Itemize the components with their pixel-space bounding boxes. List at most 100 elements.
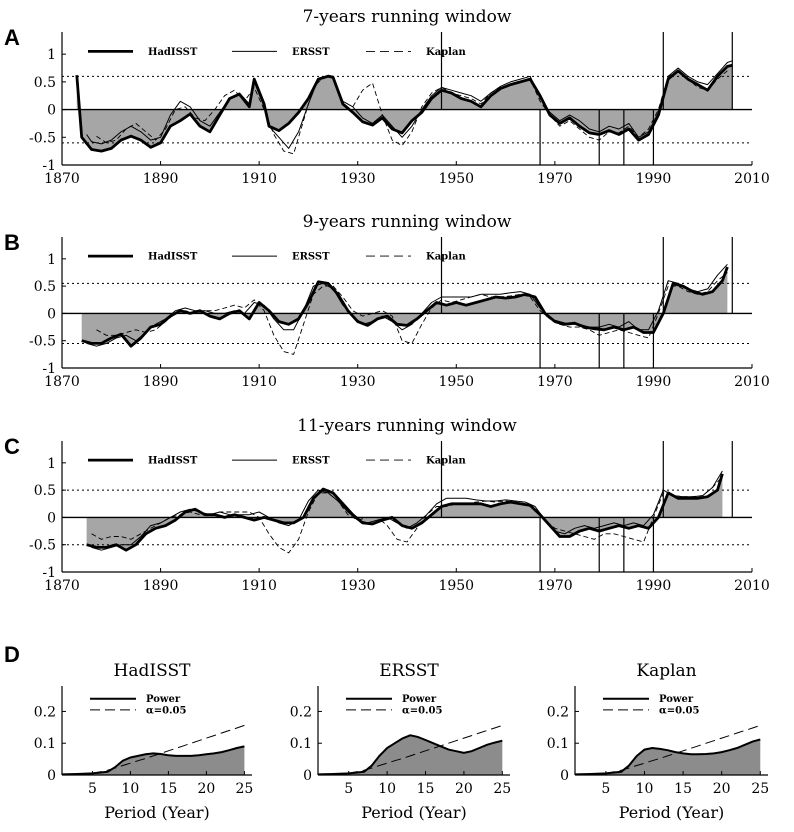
y-tick-label: 0.5	[34, 75, 56, 91]
y-tick-label: -1	[42, 565, 56, 581]
panel-title: 9-years running window	[303, 212, 512, 232]
legend-label: HadISST	[148, 456, 198, 467]
legend-label: Power	[402, 694, 437, 705]
y-tick-label: 1	[47, 47, 56, 63]
x-tick-label: 2010	[734, 578, 770, 594]
y-tick-label: 0	[303, 768, 312, 784]
significance-line	[318, 724, 503, 776]
x-tick-label: 1990	[636, 578, 672, 594]
y-tick-label: -1	[42, 361, 56, 377]
power-area	[318, 735, 503, 775]
x-tick-label: 1870	[44, 171, 80, 187]
series-line-kaplan	[91, 476, 723, 554]
y-tick-label: 0	[47, 103, 56, 119]
legend-label: HadISST	[148, 47, 198, 58]
x-tick-label: 5	[344, 781, 353, 797]
x-tick-label: 1910	[241, 374, 277, 390]
panel-label: A	[4, 25, 20, 50]
series-line-hadisst	[86, 473, 724, 552]
x-axis-label: Period (Year)	[361, 803, 467, 822]
y-tick-label: 0.5	[34, 483, 56, 499]
power-area	[62, 746, 245, 775]
x-tick-label: 1950	[438, 171, 474, 187]
x-tick-label: 1910	[241, 578, 277, 594]
x-tick-label: 15	[674, 781, 692, 797]
power-area	[575, 739, 761, 775]
spectrum-title: ERSST	[379, 661, 439, 681]
legend-label: Power	[146, 694, 181, 705]
x-tick-label: 1990	[636, 374, 672, 390]
x-tick-label: 1930	[340, 374, 376, 390]
x-tick-label: 25	[751, 781, 769, 797]
x-tick-label: 2010	[734, 374, 770, 390]
spectrum-title: Kaplan	[636, 661, 696, 681]
x-tick-label: 15	[159, 781, 177, 797]
x-tick-label: 1890	[143, 171, 179, 187]
legend-label: HadISST	[148, 252, 198, 263]
spectrum-panel-kaplan: Kaplan 0.2 0.1 0 5 10 15 20 25 Period (Year) Power…	[547, 661, 769, 822]
legend-label: ERSST	[292, 252, 330, 263]
series-line-hadisst	[75, 63, 733, 153]
y-tick-label: -0.5	[29, 130, 56, 146]
x-tick-label: 25	[235, 781, 253, 797]
x-tick-label: 1890	[143, 374, 179, 390]
y-tick-label: 1	[47, 252, 56, 268]
spectrum-panel-ersst: ERSST 0.2 0.1 0 5 10 15 20 25 Period (Year) Powerα…	[290, 661, 511, 822]
series-line-kaplan	[352, 70, 728, 147]
panel-label: B	[4, 230, 20, 255]
series-line-kaplan	[96, 75, 334, 155]
series-line-hadisst	[81, 266, 729, 348]
x-tick-label: 1890	[143, 578, 179, 594]
x-tick-label: 1970	[537, 578, 573, 594]
x-tick-label: 15	[417, 781, 435, 797]
series-line-ersst	[86, 263, 728, 347]
x-tick-label: 10	[378, 781, 396, 797]
x-tick-label: 1970	[537, 374, 573, 390]
x-tick-label: 1950	[438, 374, 474, 390]
x-axis-label: Period (Year)	[104, 803, 210, 822]
x-tick-label: 10	[121, 781, 139, 797]
panel-label: C	[4, 434, 20, 459]
x-tick-label: 20	[713, 781, 731, 797]
y-tick-label: 0	[560, 768, 569, 784]
legend-label: ERSST	[292, 47, 330, 58]
x-tick-label: 1930	[340, 578, 376, 594]
legend-label: Kaplan	[426, 47, 466, 58]
y-tick-label: 1	[47, 456, 56, 472]
x-tick-label: 1910	[241, 171, 277, 187]
y-tick-label: 0.2	[290, 704, 312, 720]
panel-title: 7-years running window	[303, 7, 512, 27]
x-tick-label: 1930	[340, 171, 376, 187]
y-tick-label: 0.1	[547, 736, 569, 752]
legend-label: ERSST	[292, 456, 330, 467]
y-tick-label: 0.1	[34, 736, 56, 752]
y-tick-label: 0.5	[34, 279, 56, 295]
x-tick-label: 25	[493, 781, 511, 797]
x-tick-label: 1970	[537, 171, 573, 187]
legend-label: Kaplan	[426, 252, 466, 263]
series-line-ersst	[86, 60, 733, 149]
x-tick-label: 1950	[438, 578, 474, 594]
spectrum-panel-hadisst: HadISST 0.2 0.1 0 5 10 15 20 25 Period (Year) Powe…	[34, 661, 254, 822]
x-tick-label: 1990	[636, 171, 672, 187]
y-tick-label: -0.5	[29, 334, 56, 350]
x-tick-label: 1870	[44, 374, 80, 390]
y-tick-label: 0.2	[34, 704, 56, 720]
x-axis-label: Period (Year)	[619, 803, 725, 822]
y-tick-label: -1	[42, 158, 56, 174]
y-tick-label: 0.2	[547, 704, 569, 720]
y-tick-label: 0	[47, 306, 56, 322]
legend-label: Kaplan	[426, 456, 466, 467]
panel-label: D	[4, 642, 20, 667]
legend-label: α=0.05	[402, 705, 442, 716]
shaded-area	[81, 267, 728, 347]
y-tick-label: 0	[47, 510, 56, 526]
panel-title: 11-years running window	[297, 416, 517, 436]
x-tick-label: 10	[636, 781, 654, 797]
x-tick-label: 5	[88, 781, 97, 797]
significance-line	[575, 724, 761, 776]
